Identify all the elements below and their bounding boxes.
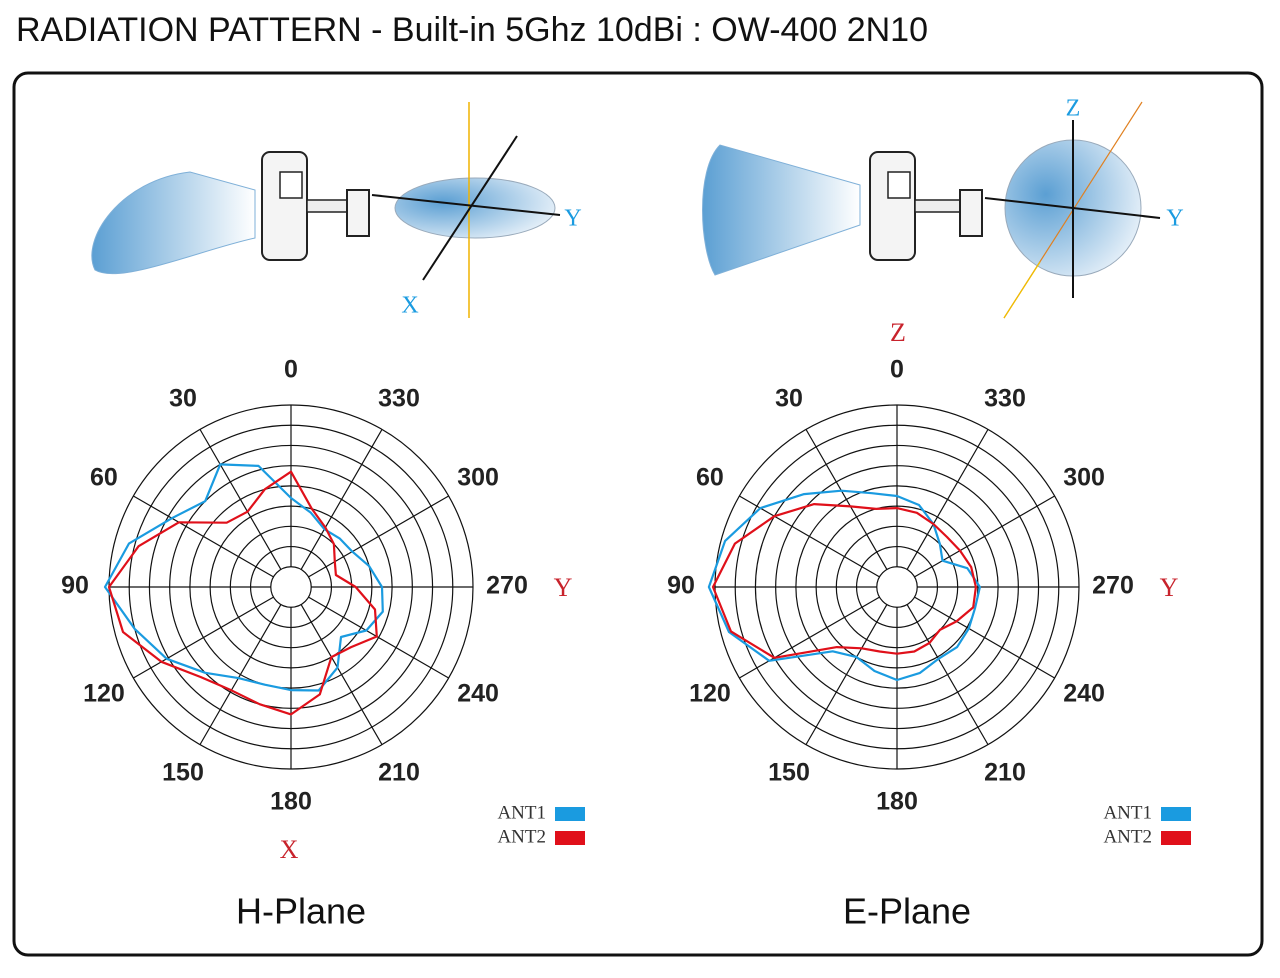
grid-spoke <box>133 495 274 578</box>
theta-tick-label: 210 <box>984 759 1026 787</box>
grid-spoke <box>199 604 282 745</box>
theta-tick-label: 60 <box>696 464 724 492</box>
grid-spoke <box>805 604 888 745</box>
theta-tick-label: 180 <box>270 788 312 816</box>
theta-tick-label: 300 <box>457 464 499 492</box>
e-illustration <box>702 101 1161 319</box>
grid-spoke <box>300 429 383 570</box>
theta-tick-label: 0 <box>284 356 298 384</box>
grid-spoke <box>300 604 383 745</box>
grid-spoke <box>199 429 282 570</box>
theta-tick-label: 90 <box>61 572 89 600</box>
grid-spoke <box>133 596 274 679</box>
h-illustration <box>91 102 561 318</box>
legend-label: ANT2 <box>497 826 546 847</box>
grid-spoke <box>805 429 888 570</box>
axis-label: Y <box>554 573 573 602</box>
legend-label: ANT1 <box>1103 802 1152 823</box>
theta-tick-label: 120 <box>689 680 731 708</box>
axis-label: X <box>280 835 299 864</box>
theta-tick-label: 90 <box>667 572 695 600</box>
theta-tick-label: 270 <box>486 572 528 600</box>
grid-spoke <box>739 596 880 679</box>
theta-tick-label: 330 <box>378 385 420 413</box>
page-title: RADIATION PATTERN - Built-in 5Ghz 10dBi … <box>16 11 928 49</box>
chart-title: E-Plane <box>843 891 971 932</box>
theta-tick-label: 30 <box>775 385 803 413</box>
theta-tick-label: 150 <box>162 759 204 787</box>
legend-swatch <box>1161 807 1191 821</box>
theta-tick-label: 150 <box>768 759 810 787</box>
axis-label: Y <box>1160 573 1179 602</box>
grid-spoke <box>308 596 449 679</box>
legend-swatch <box>1161 831 1191 845</box>
axis-label: Z <box>890 318 906 347</box>
illustration-label: X <box>401 293 418 319</box>
series-line <box>107 470 378 716</box>
series-line <box>707 489 981 682</box>
theta-tick-label: 300 <box>1063 464 1105 492</box>
theta-tick-label: 240 <box>457 680 499 708</box>
theta-tick-label: 0 <box>890 356 904 384</box>
theta-tick-label: 240 <box>1063 680 1105 708</box>
frame <box>12 71 1264 957</box>
legend-label: ANT2 <box>1103 826 1152 847</box>
series-line <box>103 463 384 692</box>
legend-label: ANT1 <box>497 802 546 823</box>
theta-tick-label: 330 <box>984 385 1026 413</box>
theta-tick-label: 120 <box>83 680 125 708</box>
grid-ring <box>270 566 312 608</box>
series-line <box>711 503 977 659</box>
theta-tick-label: 210 <box>378 759 420 787</box>
theta-tick-label: 60 <box>90 464 118 492</box>
chart-title: H-Plane <box>236 891 366 932</box>
theta-tick-label: 30 <box>169 385 197 413</box>
grid-spoke <box>308 495 449 578</box>
theta-tick-label: 270 <box>1092 572 1134 600</box>
grid-ring <box>876 566 918 608</box>
legend-swatch <box>555 807 585 821</box>
grid-spoke <box>914 495 1055 578</box>
illustration-label: Y <box>564 206 581 232</box>
grid-spoke <box>906 429 989 570</box>
grid-spoke <box>739 495 880 578</box>
theta-tick-label: 180 <box>876 788 918 816</box>
legend-swatch <box>555 831 585 845</box>
grid-spoke <box>906 604 989 745</box>
grid-spoke <box>914 596 1055 679</box>
illustration-label: Z <box>1066 96 1081 122</box>
illustration-label: Y <box>1166 206 1183 232</box>
